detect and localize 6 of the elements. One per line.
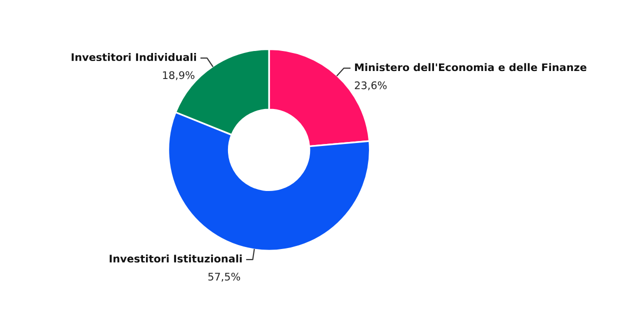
slice-label: Investitori Istituzionali [110, 254, 242, 263]
data-label: 23,6% [354, 81, 387, 90]
slice-label: Investitori Individuali [72, 53, 196, 62]
data-label: 57,5% [208, 272, 240, 282]
slice-label: Ministero dell'Economia e delle Finanze [355, 63, 586, 72]
data-label: 18,9% [163, 71, 194, 80]
